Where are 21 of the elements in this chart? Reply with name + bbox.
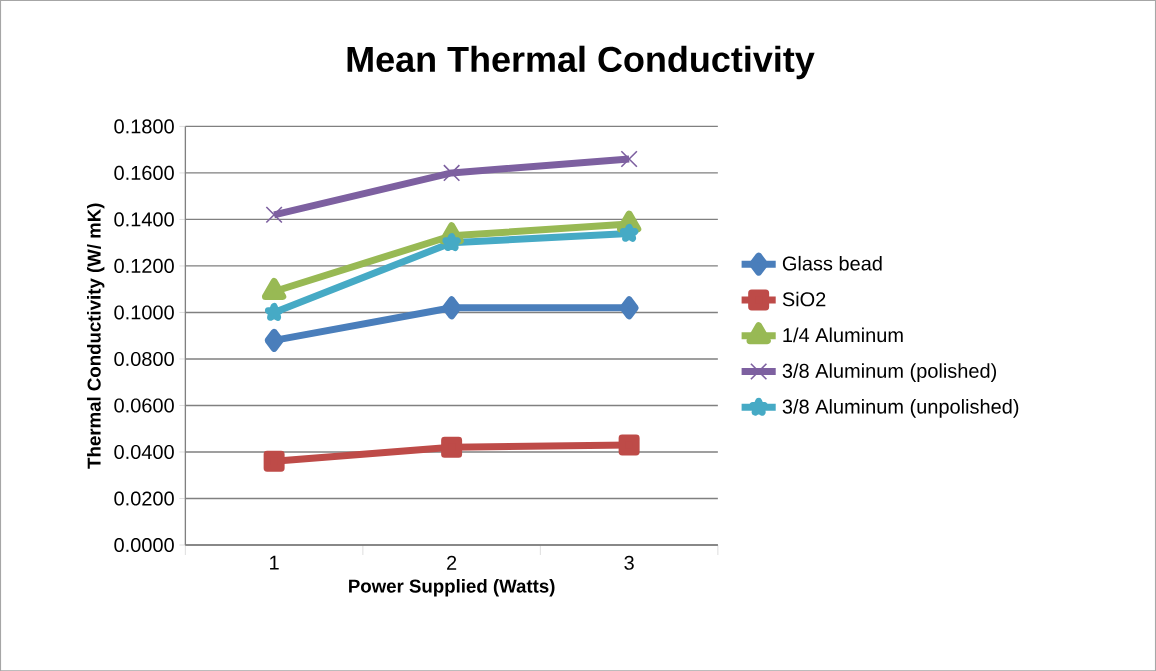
y-tick-label: 0.1200 — [114, 258, 174, 273]
x-tick-label: 3 — [624, 555, 634, 570]
legend-label: 3/8 Aluminum (polished) — [782, 363, 997, 382]
y-tick-label: 0.0000 — [114, 537, 174, 552]
legend-label: SiO2 — [782, 291, 826, 307]
legend-label: 3/8 Aluminum (unpolished) — [782, 398, 1019, 418]
legend-label: Glass bead — [782, 255, 882, 271]
x-tick-label: 1 — [270, 555, 279, 570]
chart-title: Mean Thermal Conductivity — [347, 45, 815, 80]
y-tick-label: 0.1800 — [114, 119, 174, 134]
y-tick-label: 0.0600 — [114, 398, 174, 413]
legend-label: 1/4 Aluminum — [783, 327, 903, 342]
y-tick-label: 0.1000 — [114, 305, 174, 320]
y-tick-label: 0.1400 — [114, 212, 174, 227]
x-tick-label: 2 — [447, 555, 457, 570]
x-axis-title: Power Supplied (Watts) — [349, 578, 555, 597]
y-tick-label: 0.0800 — [114, 351, 174, 366]
y-tick-label: 0.0200 — [114, 491, 174, 506]
y-tick-label: 0.0400 — [114, 444, 174, 459]
y-axis-title: Thermal Conductivity (W/ mK) — [87, 203, 105, 469]
y-tick-label: 0.1600 — [114, 165, 174, 180]
